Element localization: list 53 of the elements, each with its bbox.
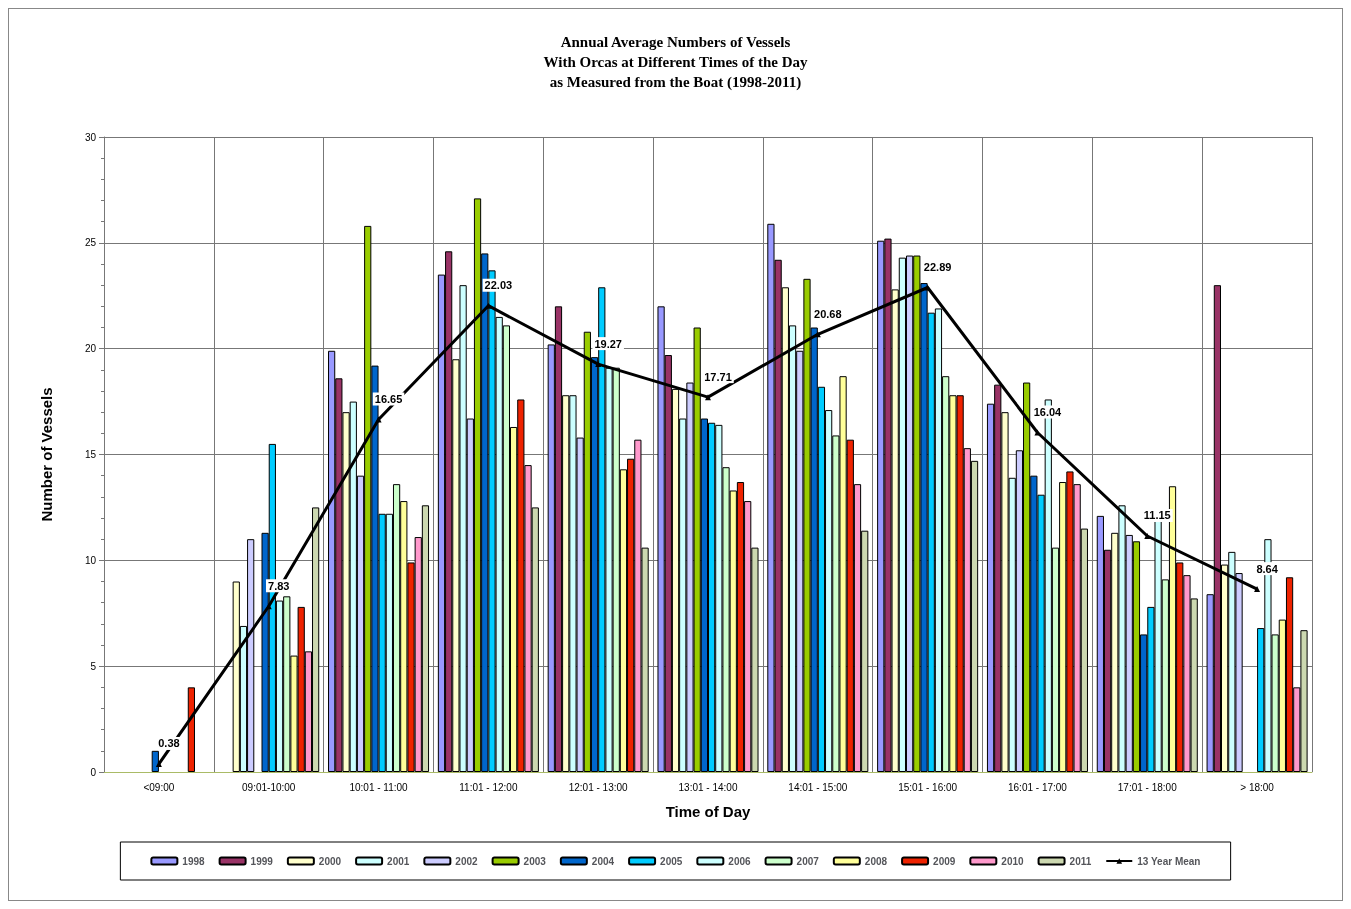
data-label: 22.03 <box>484 279 513 292</box>
y-tick-label: 20 <box>84 343 97 355</box>
legend-label: 2009 <box>933 855 956 867</box>
chart-title: Annual Average Numbers of Vessels With Orcas at Different Times of the Day as Measured from the Boat (1998-2011) <box>543 34 808 91</box>
point <box>595 361 602 368</box>
data-label: 20.68 <box>814 307 842 320</box>
data-label: 11.15 <box>1143 509 1171 522</box>
x-axis-title: Time of Day <box>665 803 752 820</box>
x-tick-label: 15:01 - 16:00 <box>898 781 958 793</box>
data-label: 8.64 <box>1256 562 1279 575</box>
legend-label: 2002 <box>455 855 479 867</box>
x-tick-label: 09:01-10:00 <box>242 781 296 793</box>
y-tick-label: 30 <box>84 131 97 143</box>
data-label: 22.89 <box>923 260 952 273</box>
x-tick-label: 16:01 - 17:00 <box>1007 781 1068 793</box>
y-tick-label: 0 <box>90 766 97 778</box>
legend-label: 2006 <box>728 855 752 867</box>
x-tick-label: 13:01 - 14:00 <box>678 781 738 793</box>
legend-label: 2011 <box>1069 855 1092 867</box>
data-label: 17.71 <box>704 370 732 383</box>
x-tick-label: 14:01 - 15:00 <box>788 781 848 793</box>
y-tick-label: 25 <box>84 237 97 249</box>
legend-label: 1998 <box>182 855 206 867</box>
y-tick-label: 15 <box>84 449 97 460</box>
point <box>1254 586 1261 593</box>
data-label: 19.27 <box>594 337 622 350</box>
data-label: 16.65 <box>374 393 403 406</box>
y-tick-label: 5 <box>90 660 97 672</box>
x-tick-label: 11:01 - 12:00 <box>459 781 518 793</box>
y-axis-title: Number of Vessels <box>38 387 55 522</box>
x-tick-label: 12:01 - 13:00 <box>568 781 629 793</box>
legend-label: 2005 <box>660 855 683 867</box>
legend-label: 2001 <box>387 855 410 867</box>
y-tick-label: 10 <box>84 554 97 566</box>
point <box>1144 532 1151 539</box>
x-tick-label: > 18:00 <box>1240 781 1275 793</box>
legend-label: 2007 <box>796 855 820 867</box>
legend-label: 2008 <box>864 855 888 867</box>
data-label: 7.83 <box>268 579 290 592</box>
legend-label: 13 Year Mean <box>1137 855 1201 867</box>
x-tick-label: 17:01 - 18:00 <box>1117 781 1178 793</box>
data-label: 16.04 <box>1033 405 1063 418</box>
data-label: 0.38 <box>158 737 180 750</box>
legend-label: 2000 <box>318 855 342 867</box>
legend-label: 1999 <box>250 855 274 867</box>
legend-label: 2003 <box>523 855 547 867</box>
point <box>375 416 382 423</box>
legend-label: 2004 <box>591 855 615 867</box>
x-tick-label: 10:01 - 11:00 <box>349 781 409 793</box>
legend-label: 2010 <box>1001 855 1024 867</box>
x-tick-label: <09:00 <box>143 781 175 793</box>
point <box>485 302 492 309</box>
point <box>705 394 711 401</box>
